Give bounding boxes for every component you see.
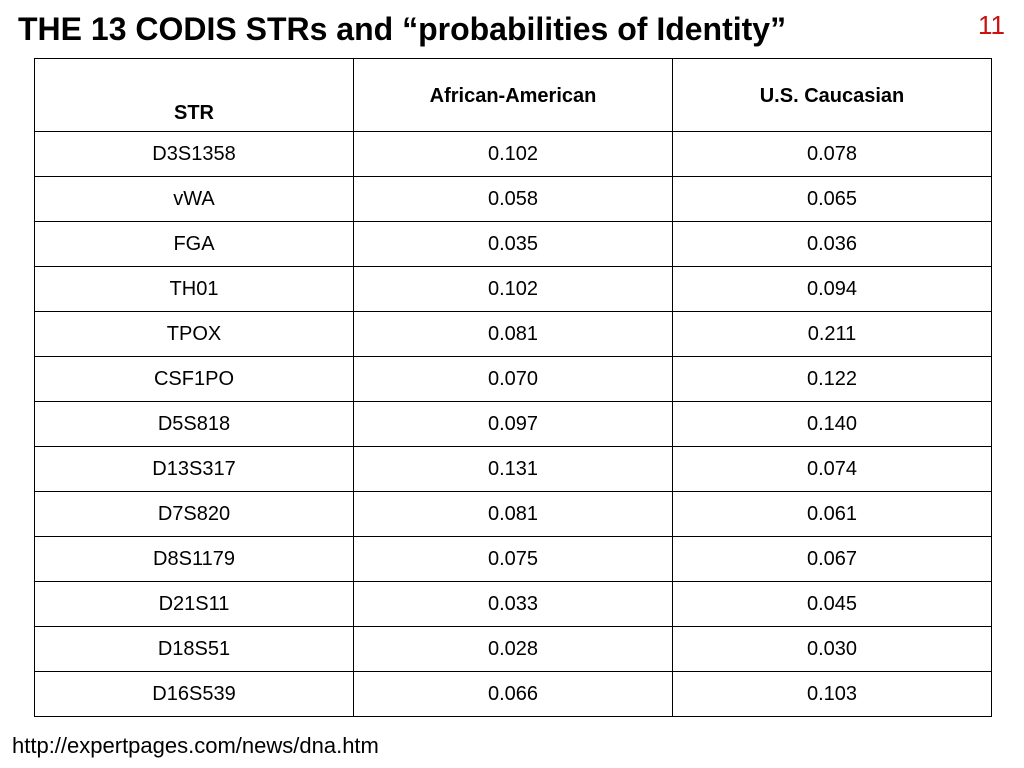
african-american-value-cell: 0.131 [353,446,673,492]
column-header-us-caucasian: U.S. Caucasian [672,58,992,132]
us-caucasian-value-cell: 0.067 [672,536,992,582]
str-name-cell: D3S1358 [34,131,354,177]
african-american-value-cell: 0.102 [353,131,673,177]
us-caucasian-value-cell: 0.030 [672,626,992,672]
us-caucasian-value-cell: 0.140 [672,401,992,447]
table-row: CSF1PO 0.070 0.122 [34,356,992,402]
source-url: http://expertpages.com/news/dna.htm [12,733,379,758]
table-row: D18S51 0.028 0.030 [34,626,992,672]
table-row: TH01 0.102 0.094 [34,266,992,312]
us-caucasian-value-cell: 0.122 [672,356,992,402]
slide-title: THE 13 CODIS STRs and “probabilities of … [18,11,787,47]
page-number: 11 [978,10,1005,40]
table-row: TPOX 0.081 0.211 [34,311,992,357]
us-caucasian-value-cell: 0.074 [672,446,992,492]
us-caucasian-value-cell: 0.103 [672,671,992,717]
str-name-cell: D18S51 [34,626,354,672]
african-american-value-cell: 0.028 [353,626,673,672]
str-name-cell: D16S539 [34,671,354,717]
us-caucasian-value-cell: 0.094 [672,266,992,312]
african-american-value-cell: 0.075 [353,536,673,582]
african-american-value-cell: 0.066 [353,671,673,717]
str-name-cell: CSF1PO [34,356,354,402]
table-row: vWA 0.058 0.065 [34,176,992,222]
str-probability-table: STR African-American U.S. Caucasian D3S1… [34,58,992,717]
african-american-value-cell: 0.033 [353,581,673,627]
table-header-row: STR African-American U.S. Caucasian [34,58,992,132]
str-name-cell: FGA [34,221,354,267]
table-row: D7S820 0.081 0.061 [34,491,992,537]
str-name-cell: TPOX [34,311,354,357]
us-caucasian-value-cell: 0.036 [672,221,992,267]
str-name-cell: vWA [34,176,354,222]
table-row: D16S539 0.066 0.103 [34,671,992,717]
str-name-cell: TH01 [34,266,354,312]
table-row: D13S317 0.131 0.074 [34,446,992,492]
us-caucasian-value-cell: 0.061 [672,491,992,537]
table-row: D3S1358 0.102 0.078 [34,131,992,177]
african-american-value-cell: 0.058 [353,176,673,222]
table-row: FGA 0.035 0.036 [34,221,992,267]
african-american-value-cell: 0.081 [353,311,673,357]
str-name-cell: D5S818 [34,401,354,447]
table-row: D8S1179 0.075 0.067 [34,536,992,582]
us-caucasian-value-cell: 0.045 [672,581,992,627]
african-american-value-cell: 0.081 [353,491,673,537]
us-caucasian-value-cell: 0.078 [672,131,992,177]
table-row: D21S11 0.033 0.045 [34,581,992,627]
african-american-value-cell: 0.097 [353,401,673,447]
str-name-cell: D7S820 [34,491,354,537]
table-row: D5S818 0.097 0.140 [34,401,992,447]
african-american-value-cell: 0.070 [353,356,673,402]
us-caucasian-value-cell: 0.211 [672,311,992,357]
column-header-african-american: African-American [353,58,673,132]
african-american-value-cell: 0.035 [353,221,673,267]
column-header-str: STR [34,58,354,132]
table-body: D3S1358 0.102 0.078 vWA 0.058 0.065 FGA 0.035 0.… [34,131,992,717]
us-caucasian-value-cell: 0.065 [672,176,992,222]
str-name-cell: D8S1179 [34,536,354,582]
african-american-value-cell: 0.102 [353,266,673,312]
str-name-cell: D13S317 [34,446,354,492]
str-name-cell: D21S11 [34,581,354,627]
